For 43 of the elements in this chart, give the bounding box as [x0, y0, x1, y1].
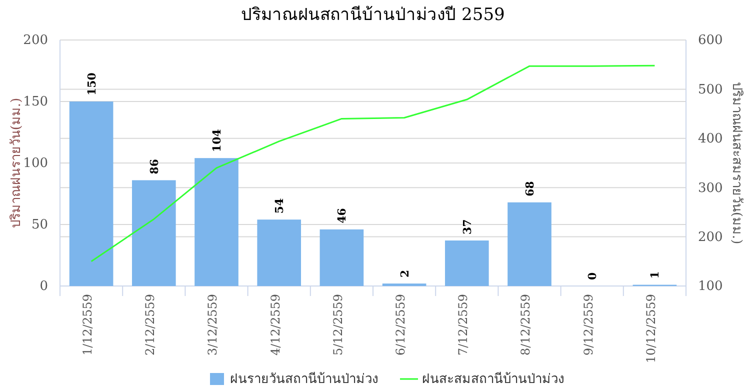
y2-tick-label: 600 [698, 33, 723, 48]
y-tick-label: 200 [23, 33, 48, 48]
x-tick-label: 10/12/2559 [644, 294, 658, 364]
x-tick-label: 8/12/2559 [518, 294, 533, 356]
data-label: 54 [273, 198, 286, 214]
data-label: 104 [210, 128, 224, 152]
bar [69, 102, 114, 286]
data-label: 37 [460, 219, 474, 234]
x-tick-label: 7/12/2559 [456, 294, 470, 356]
legend-label: ฝนสะสมสถานีบ้านป่าม่วง [422, 371, 564, 387]
data-label: 86 [148, 158, 161, 174]
bar [508, 202, 552, 286]
data-label: 1 [648, 271, 662, 279]
bar [132, 180, 176, 286]
bar [444, 240, 489, 286]
chart-title: ปริมาณฝนสถานีบ้านป่าม่วงปี 2559 [241, 5, 505, 25]
data-label: 68 [524, 180, 536, 196]
x-tick-label: 1/12/2559 [80, 294, 94, 356]
bar [194, 158, 238, 286]
y-tick-label: 150 [23, 94, 48, 110]
x-tick-label: 9/12/2559 [581, 294, 596, 356]
x-tick-label: 2/12/2559 [143, 294, 158, 356]
x-tick-label: 5/12/2559 [330, 294, 345, 356]
bar [320, 229, 364, 286]
x-tick-label: 6/12/2559 [394, 294, 408, 356]
y2-tick-label: 300 [698, 180, 723, 196]
y2-axis-title: ปริมาณฝนสะสมรายวัน(มม.) [729, 82, 744, 244]
y2-tick-label: 500 [698, 82, 723, 98]
y-tick-label: 100 [23, 156, 48, 172]
y2-tick-label: 400 [698, 132, 723, 147]
y-tick-label: 0 [40, 279, 48, 294]
y2-tick-label: 100 [698, 279, 723, 294]
x-tick-label: 3/12/2559 [206, 294, 220, 356]
x-tick-label: 4/12/2559 [268, 294, 282, 356]
y2-tick-label: 200 [698, 230, 723, 245]
data-label: 46 [336, 208, 349, 224]
data-label: 150 [85, 72, 98, 96]
data-label: 2 [398, 270, 412, 278]
y-tick-label: 50 [31, 218, 48, 233]
bar [257, 220, 302, 286]
legend-label: ฝนรายวันสถานีบ้านป่าม่วง [230, 371, 378, 387]
y-axis-title: ปริมาณฝนรายวัน(มม.) [9, 98, 24, 228]
data-label: 0 [586, 272, 600, 280]
